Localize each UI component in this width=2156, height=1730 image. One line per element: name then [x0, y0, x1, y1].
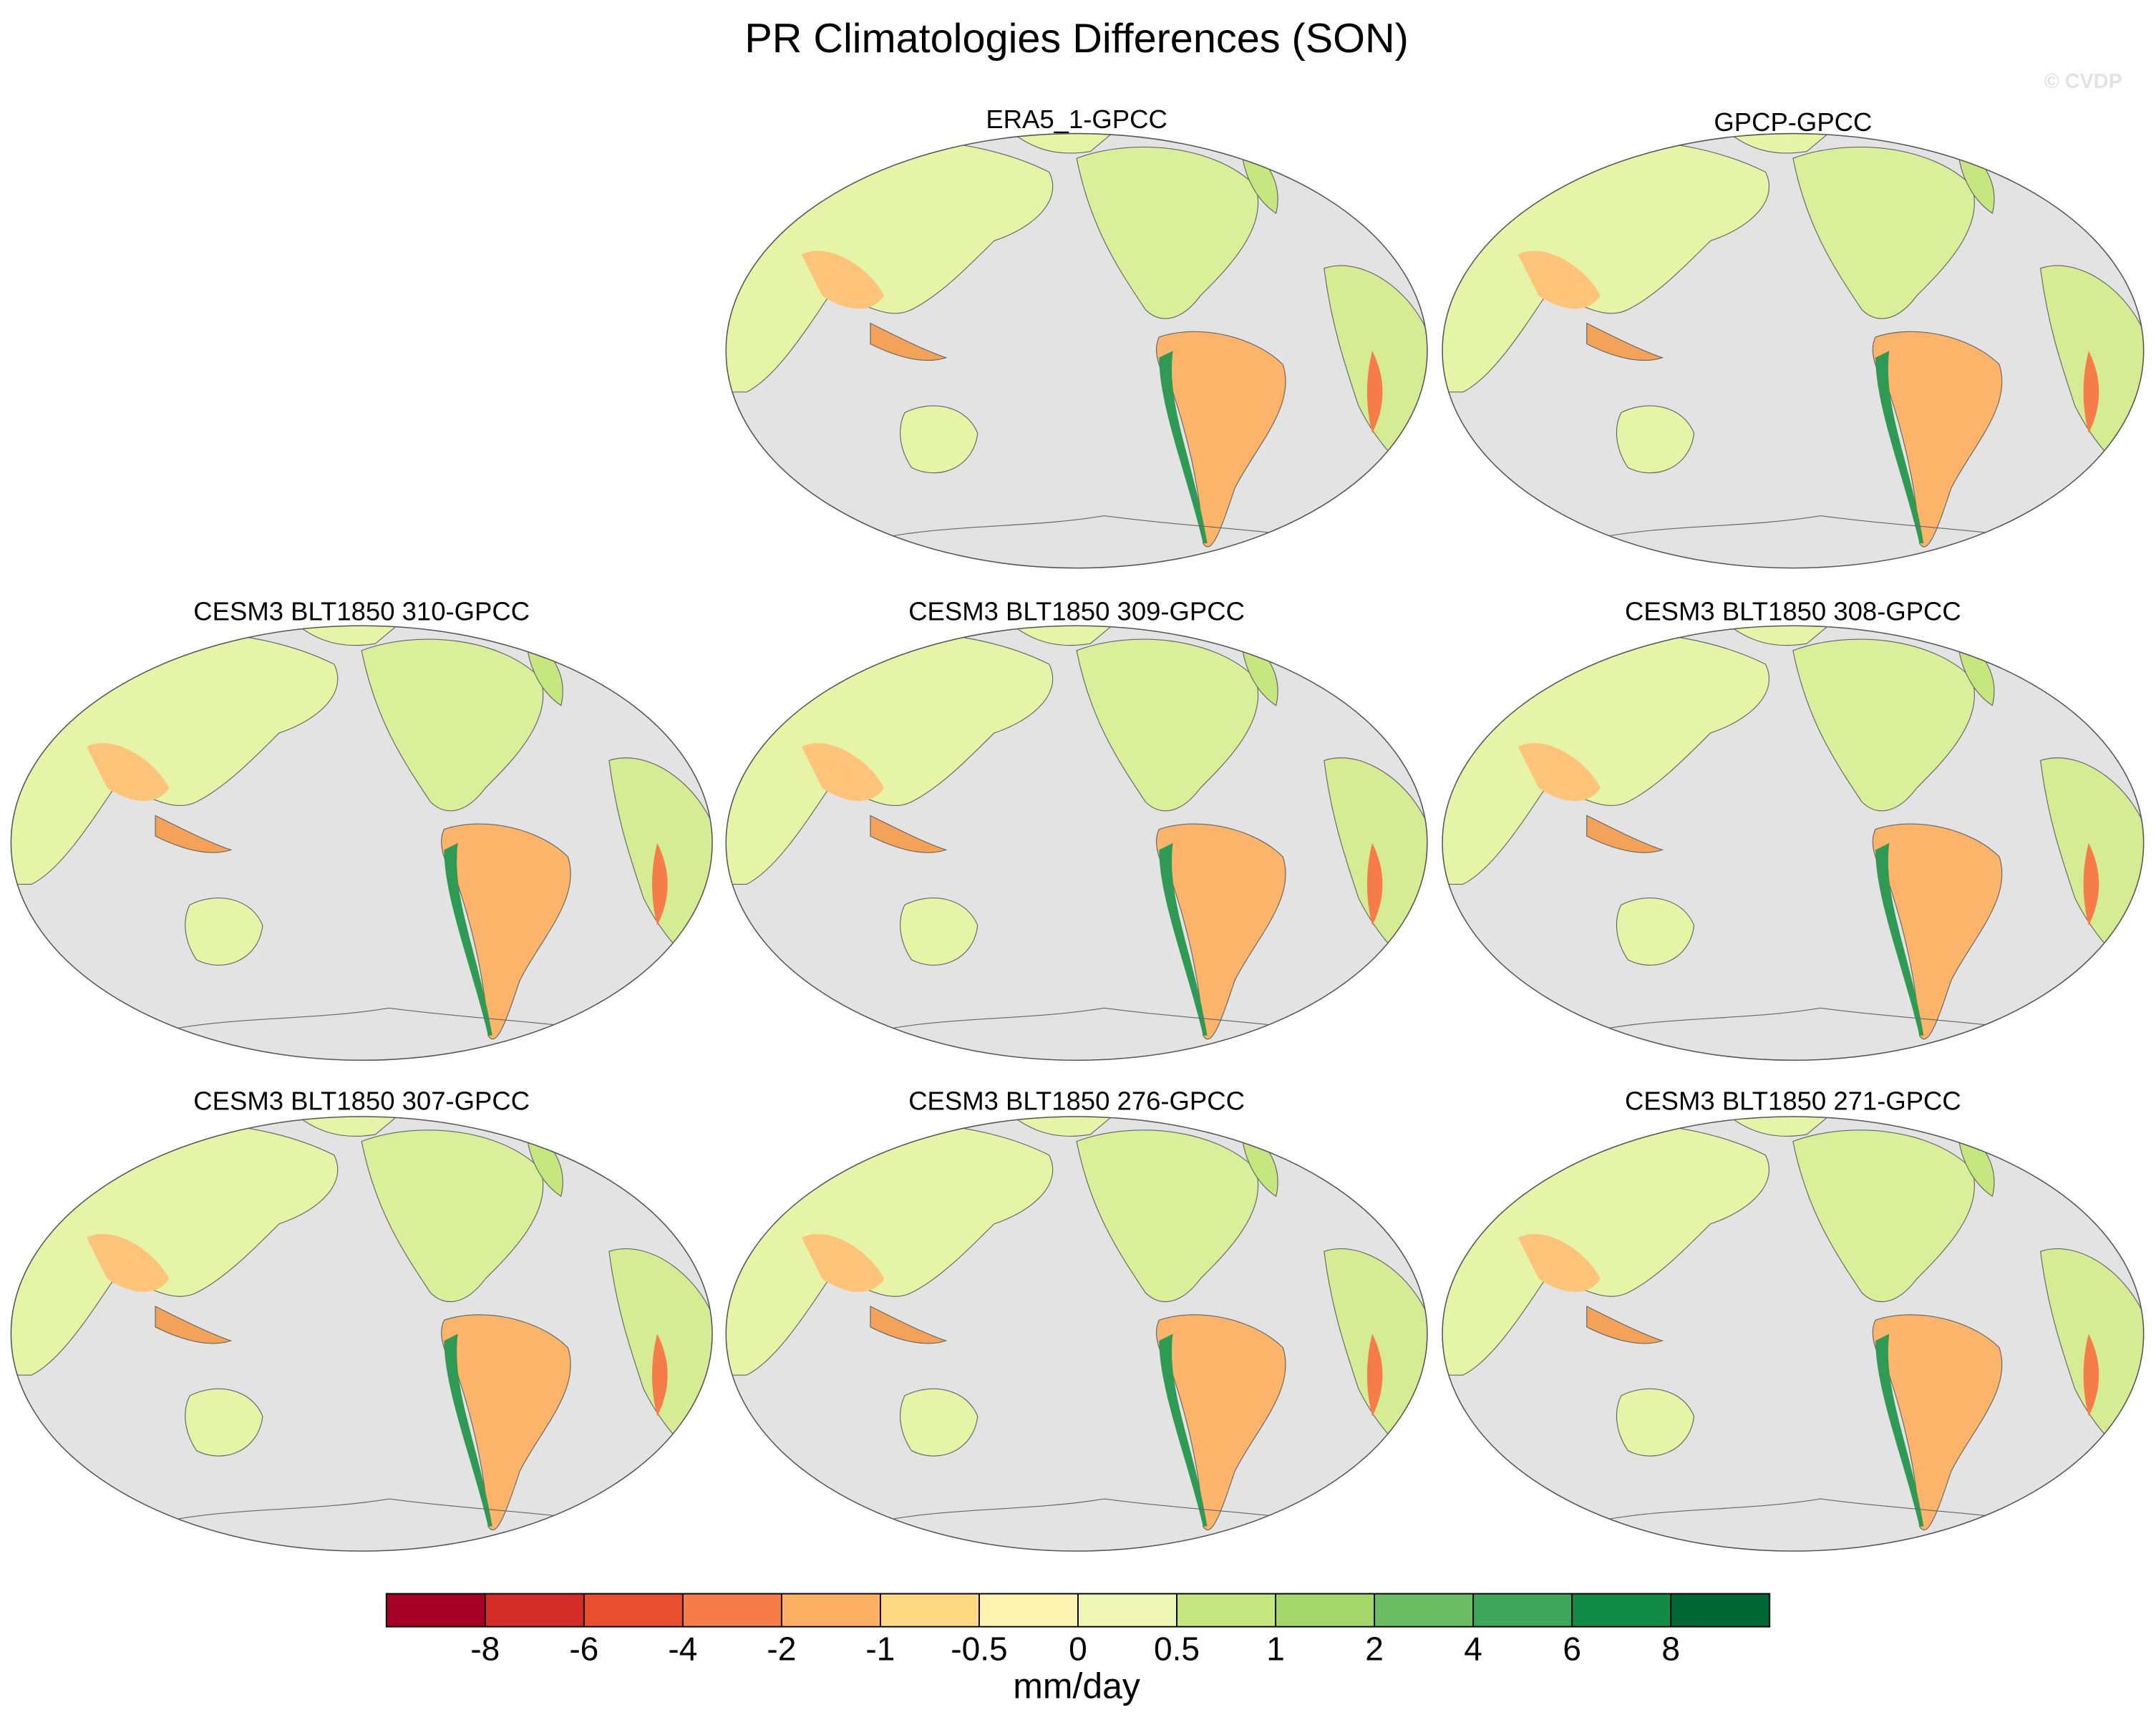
colorbar-tick-label: 6	[1563, 1630, 1581, 1667]
colorbar-tick-label: -6	[569, 1630, 598, 1667]
colorbar-box	[485, 1593, 584, 1627]
colorbar-tick-label: -0.5	[951, 1630, 1007, 1667]
map-panel	[719, 1100, 1434, 1551]
map-panel	[4, 1100, 719, 1551]
colorbar-box	[386, 1593, 485, 1627]
colorbar-tick-label: 4	[1464, 1630, 1482, 1667]
colorbar-box	[1177, 1593, 1276, 1627]
panel-title: CESM3 BLT1850 309-GPCC	[908, 597, 1245, 626]
colorbar-tick-label: 2	[1365, 1630, 1384, 1667]
colorbar-tick-label: 8	[1661, 1630, 1680, 1667]
panel-title: CESM3 BLT1850 310-GPCC	[193, 597, 530, 626]
panel-title: GPCP-GPCC	[1714, 107, 1872, 137]
panel-title: CESM3 BLT1850 271-GPCC	[1625, 1086, 1961, 1115]
colorbar-box	[1473, 1593, 1573, 1627]
panel-title: CESM3 BLT1850 307-GPCC	[193, 1086, 530, 1115]
colorbar-label: mm/day	[1013, 1666, 1140, 1706]
colorbar-box	[1374, 1593, 1474, 1627]
map-panel	[1435, 1100, 2150, 1551]
colorbar-tick-label: -1	[865, 1630, 895, 1667]
colorbar-box	[1572, 1593, 1671, 1627]
panel-title: CESM3 BLT1850 276-GPCC	[908, 1086, 1245, 1115]
colorbar-box	[880, 1593, 979, 1627]
colorbar-tick-label: 0.5	[1154, 1630, 1200, 1667]
map-panel	[1435, 117, 2150, 568]
colorbar-tick-label: 0	[1069, 1630, 1087, 1667]
map-panel	[719, 117, 1434, 568]
map-panel	[4, 609, 719, 1060]
colorbar-tick-label: -2	[767, 1630, 796, 1667]
colorbar-box	[583, 1593, 683, 1627]
colorbar-box	[682, 1593, 782, 1627]
map-panel	[1435, 609, 2150, 1060]
colorbar-box	[1078, 1593, 1177, 1627]
colorbar-tick-label: -8	[470, 1630, 500, 1667]
figure-title: PR Climatologies Differences (SON)	[744, 16, 1408, 62]
panel-title: ERA5_1-GPCC	[986, 105, 1167, 134]
colorbar-tick-label: 1	[1266, 1630, 1285, 1667]
colorbar-box	[781, 1593, 880, 1627]
map-panel	[719, 609, 1434, 1060]
colorbar-box	[1671, 1593, 1770, 1627]
watermark: © CVDP	[2044, 70, 2122, 93]
panel-title: CESM3 BLT1850 308-GPCC	[1625, 597, 1961, 626]
colorbar-box	[1276, 1593, 1375, 1627]
colorbar-box	[979, 1593, 1078, 1627]
colorbar-tick-label: -4	[668, 1630, 697, 1667]
